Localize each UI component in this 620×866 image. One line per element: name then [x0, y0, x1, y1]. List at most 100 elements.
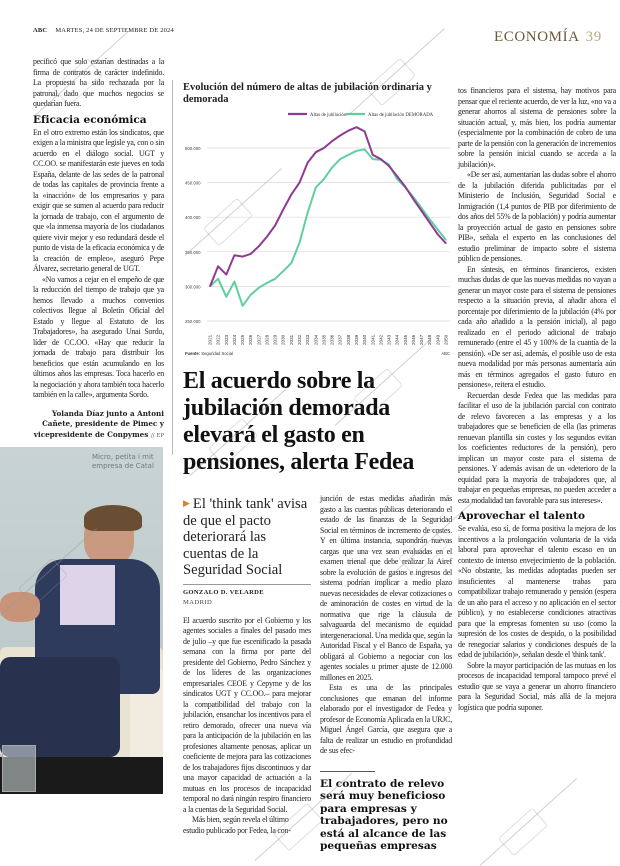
- data-point: [396, 178, 398, 180]
- subheadline: ▶ El 'think tank' avisa de que el pacto d…: [183, 495, 311, 579]
- data-point: [429, 222, 431, 224]
- section-heading: Aprovechar el talento: [458, 510, 585, 522]
- x-tick-label: 2032: [297, 334, 302, 345]
- data-point: [290, 262, 292, 264]
- chart-title: Evolución del número de altas de jubilac…: [183, 82, 432, 105]
- x-tick-label: 2027: [256, 334, 261, 345]
- paragraph: En el otro extremo están los sindicatos,…: [33, 127, 164, 274]
- x-tick-label: 2042: [378, 334, 383, 345]
- y-tick-label: 500.000: [185, 146, 201, 151]
- article-column-1: ▶ El 'think tank' avisa de que el pacto d…: [183, 495, 311, 836]
- photo-backdrop-text: Micro, petita i mit empresa de Catal: [92, 453, 154, 471]
- glass: [2, 745, 36, 792]
- y-tick-label: 450.000: [185, 181, 201, 186]
- paragraph: «No vamos a cejar en el empeño de que la…: [33, 274, 164, 400]
- y-tick-label: 400.000: [185, 215, 201, 220]
- x-tick-label: 2048: [427, 334, 432, 345]
- x-tick-label: 2023: [224, 334, 229, 345]
- x-tick-label: 2030: [281, 334, 286, 345]
- paragraph: Esta es una de las principales conclusio…: [320, 683, 452, 755]
- data-point: [266, 235, 268, 238]
- abc-watermark: [497, 807, 549, 857]
- headline: El acuerdo sobre la jubilación demorada …: [183, 368, 415, 475]
- x-tick-label: 2022: [216, 334, 221, 345]
- data-point: [364, 148, 366, 150]
- paragraph: El acuerdo suscrito por el Gobierno y lo…: [183, 615, 311, 814]
- legend-label: Altas de jubilación DEMORADA: [368, 113, 434, 118]
- x-tick-label: 2039: [354, 334, 359, 345]
- x-tick-label: 2045: [403, 334, 408, 345]
- data-point: [250, 294, 252, 296]
- data-point: [274, 224, 276, 227]
- data-point: [372, 154, 374, 156]
- data-point: [258, 287, 260, 289]
- x-tick-label: 2029: [273, 334, 278, 345]
- issue-date: MARTES, 24 DE SEPTIEMBRE DE 2024: [55, 27, 175, 34]
- x-tick-label: 2044: [395, 334, 400, 345]
- source-name: Seguridad Social: [201, 351, 233, 356]
- x-tick-label: 2040: [362, 334, 367, 345]
- author: GONZALO D. VELARDE: [183, 588, 264, 596]
- data-point: [388, 165, 390, 167]
- caption-text: Yolanda Díaz junto a Antoni Cañete, pres…: [33, 408, 164, 439]
- brand-logo: ABC: [33, 27, 48, 34]
- data-point: [404, 186, 406, 188]
- data-point: [315, 186, 317, 189]
- section-name: ECONOMÍA: [494, 29, 580, 45]
- data-point: [355, 126, 358, 128]
- data-point: [233, 254, 236, 256]
- data-point: [347, 130, 349, 132]
- x-tick-label: 2046: [411, 334, 416, 345]
- left-column: pecificó que solo estarían destinadas a …: [0, 57, 165, 794]
- x-tick-label: 2025: [240, 334, 245, 345]
- y-tick-label: 300.000: [185, 284, 201, 289]
- paragraph: Más bien, según revela el último estudio…: [183, 815, 291, 835]
- data-point: [282, 270, 284, 272]
- series-line: [209, 126, 447, 287]
- data-point: [266, 282, 268, 284]
- chart-source: Fuente: Seguridad Social: [185, 351, 233, 356]
- data-point: [429, 218, 431, 220]
- data-point: [339, 134, 341, 137]
- data-point: [323, 147, 325, 149]
- data-point: [298, 242, 301, 244]
- data-point: [282, 208, 284, 211]
- data-point: [420, 210, 423, 212]
- data-point: [225, 274, 227, 276]
- data-point: [225, 296, 227, 298]
- data-point: [331, 140, 333, 142]
- legend-label: Altas de jubilación: [310, 113, 347, 118]
- paragraph: Recuerdan desde Fedea que las medidas pa…: [458, 390, 616, 505]
- data-point: [339, 158, 341, 160]
- data-point: [315, 151, 317, 153]
- section-header: ECONOMÍA 39: [494, 29, 602, 46]
- left-column-text: pecificó que solo estarían destinadas a …: [33, 57, 164, 441]
- x-tick-label: 2024: [232, 334, 237, 345]
- data-point: [412, 198, 415, 200]
- data-point: [290, 193, 292, 195]
- person-shirt: [60, 565, 115, 625]
- data-point: [258, 245, 260, 247]
- backdrop-line: empresa de Catal: [92, 462, 154, 470]
- data-point: [298, 182, 301, 184]
- data-point: [307, 211, 309, 213]
- data-point: [437, 233, 439, 236]
- paragraph: junción de estas medidas añadirán más ga…: [320, 494, 452, 682]
- data-point: [372, 158, 374, 160]
- data-point: [217, 265, 219, 267]
- data-point: [445, 242, 447, 245]
- data-point: [241, 256, 244, 258]
- paragraph: Sobre la mayor participación de las mutu…: [458, 660, 616, 712]
- section-heading: Eficacia económica: [33, 113, 147, 126]
- pull-quote: El contrato de relevo será muy beneficio…: [320, 777, 448, 853]
- data-point: [437, 229, 439, 231]
- x-tick-label: 2047: [419, 334, 424, 345]
- paragraph: pecificó que solo estarían destinadas a …: [33, 57, 164, 108]
- article-column-3: tos financieros para el sistema, hay mot…: [458, 86, 616, 713]
- paragraph: tos financieros para el sistema, hay mot…: [458, 86, 616, 169]
- person-hands: [0, 592, 40, 622]
- photo-caption: Yolanda Díaz junto a Antoni Cañete, pres…: [33, 409, 164, 442]
- x-tick-label: 2037: [338, 334, 343, 345]
- paragraph: En síntesis, en términos financieros, ex…: [458, 264, 616, 390]
- line-chart: 500.000 450.000 400.000 350.000 300.000 250.0…: [185, 112, 450, 356]
